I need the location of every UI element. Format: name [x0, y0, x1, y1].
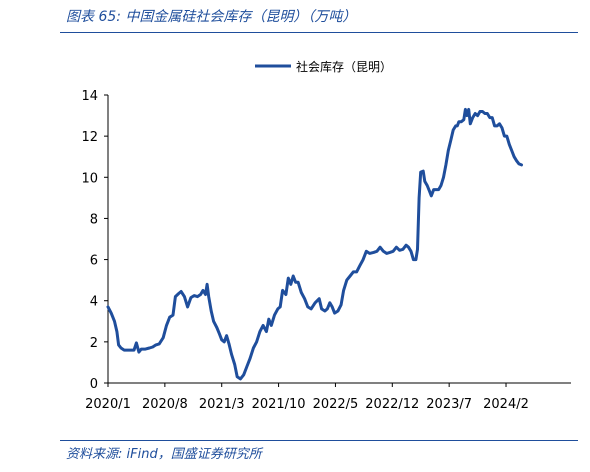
- x-tick-label: 2023/7: [426, 397, 472, 412]
- y-tick-label: 4: [90, 295, 98, 310]
- x-tick-label: 2020/1: [85, 397, 131, 412]
- x-tick-label: 2021/3: [199, 397, 245, 412]
- y-tick-label: 2: [90, 336, 98, 351]
- figure-title: 图表 65: 中国金属硅社会库存（昆明）（万吨）: [66, 9, 357, 25]
- x-tick-label: 2020/8: [142, 397, 188, 412]
- series-line: [106, 107, 523, 381]
- y-tick-label: 8: [90, 212, 98, 227]
- chart-legend: 社会库存（昆明）: [255, 59, 392, 74]
- y-tick-label: 10: [81, 171, 98, 186]
- x-tick-label: 2022/5: [313, 397, 359, 412]
- y-tick-label: 0: [90, 377, 98, 392]
- source-rule: [60, 440, 578, 441]
- x-tick-label: 2022/12: [365, 397, 419, 412]
- title-rule: [60, 32, 578, 33]
- x-tick-label: 2024/2: [483, 397, 529, 412]
- y-tick-label: 14: [81, 89, 98, 104]
- source-note: 资料来源: iFind，国盛证券研究所: [66, 447, 262, 462]
- y-tick-label: 6: [90, 254, 98, 269]
- legend-label: 社会库存（昆明）: [296, 59, 392, 74]
- plot-area: [106, 107, 523, 381]
- x-tick-label: 2021/10: [252, 397, 306, 412]
- y-tick-label: 12: [81, 130, 98, 145]
- y-axis: 0 2 4 6 8 10 12 14: [81, 89, 109, 392]
- x-axis: 2020/1 2020/8 2021/3 2021/10 2022/5 2022/12 20…: [85, 382, 571, 412]
